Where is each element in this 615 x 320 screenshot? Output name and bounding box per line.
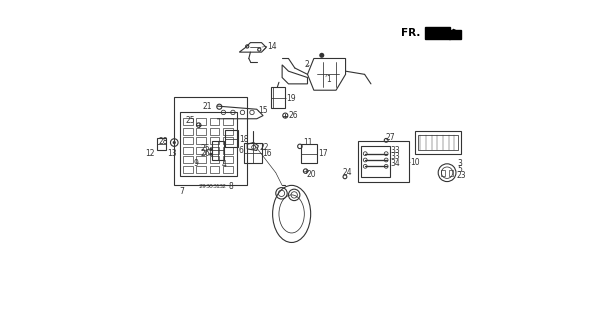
Bar <box>210 147 220 154</box>
Bar <box>362 146 390 178</box>
Text: 15: 15 <box>258 106 268 115</box>
Polygon shape <box>425 27 450 39</box>
Bar <box>223 147 232 154</box>
Bar <box>196 156 206 163</box>
Text: 10: 10 <box>410 158 419 167</box>
Bar <box>174 97 247 185</box>
Bar <box>196 128 206 135</box>
Text: 30: 30 <box>205 184 213 189</box>
Text: 26: 26 <box>200 149 210 158</box>
Bar <box>223 137 232 144</box>
Bar <box>183 137 192 144</box>
Bar <box>180 112 237 176</box>
Bar <box>225 130 238 147</box>
Bar <box>210 128 220 135</box>
Text: 6: 6 <box>239 146 244 155</box>
Bar <box>157 138 166 150</box>
Text: 13: 13 <box>167 149 177 158</box>
Bar <box>196 118 206 125</box>
Text: FR.: FR. <box>401 28 420 38</box>
Text: 11: 11 <box>304 138 313 147</box>
Text: 16: 16 <box>262 148 272 157</box>
Text: 25: 25 <box>200 144 210 153</box>
Circle shape <box>209 148 212 151</box>
Text: 20: 20 <box>306 170 316 179</box>
Text: 27: 27 <box>385 133 395 142</box>
Text: 26: 26 <box>288 111 298 120</box>
Text: 18: 18 <box>239 135 249 144</box>
Bar <box>301 144 317 163</box>
Bar <box>441 170 445 176</box>
Text: 9: 9 <box>193 159 198 168</box>
Bar <box>449 170 453 176</box>
Text: 21: 21 <box>203 102 212 111</box>
Bar <box>196 166 206 173</box>
Text: 22: 22 <box>260 143 269 152</box>
Bar <box>271 87 285 108</box>
Bar <box>210 118 220 125</box>
Text: 7: 7 <box>180 187 184 196</box>
Bar <box>196 137 206 144</box>
Text: 14: 14 <box>267 42 277 51</box>
Bar <box>223 166 232 173</box>
Bar <box>183 147 192 154</box>
Bar <box>418 135 458 150</box>
Text: 1: 1 <box>326 75 331 84</box>
Bar <box>183 118 192 125</box>
Text: FR.: FR. <box>434 30 451 40</box>
Text: 17: 17 <box>318 149 328 158</box>
Bar <box>183 156 192 163</box>
Text: 2: 2 <box>304 60 309 69</box>
Bar <box>210 137 220 144</box>
Bar <box>223 118 232 125</box>
Circle shape <box>173 141 176 144</box>
Text: 33: 33 <box>390 152 400 161</box>
Text: 8: 8 <box>228 182 233 191</box>
Text: 34: 34 <box>390 159 400 168</box>
Bar <box>183 166 192 173</box>
Bar <box>244 142 261 163</box>
Circle shape <box>209 153 212 156</box>
Text: 28: 28 <box>159 137 168 146</box>
Bar <box>183 128 192 135</box>
Text: 32: 32 <box>219 184 227 189</box>
Bar <box>210 166 220 173</box>
Polygon shape <box>449 30 461 39</box>
Text: 5: 5 <box>457 165 462 174</box>
Bar <box>223 156 232 163</box>
Text: 24: 24 <box>343 168 352 177</box>
Bar <box>210 156 220 163</box>
Text: 31: 31 <box>212 184 220 189</box>
Bar <box>223 128 232 135</box>
Bar <box>196 147 206 154</box>
Text: 23: 23 <box>457 172 467 180</box>
Text: 29: 29 <box>198 184 206 189</box>
Text: 25: 25 <box>185 116 195 125</box>
Text: 4: 4 <box>222 160 227 169</box>
Circle shape <box>319 53 324 58</box>
Bar <box>212 141 224 160</box>
Text: 3: 3 <box>457 159 462 168</box>
Text: 12: 12 <box>145 149 154 158</box>
Text: 33: 33 <box>390 146 400 155</box>
Text: 19: 19 <box>286 94 296 103</box>
